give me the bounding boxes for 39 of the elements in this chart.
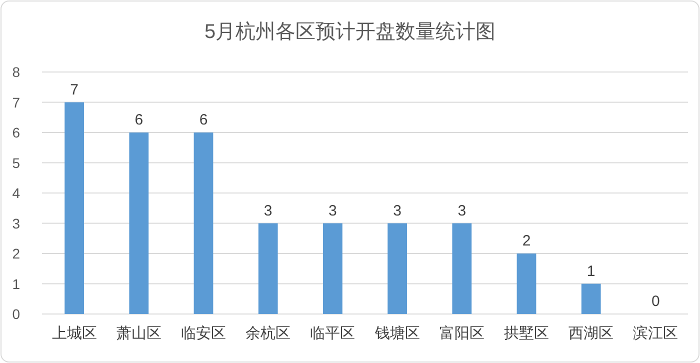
x-tick-label: 临安区 [181, 325, 226, 342]
chart-title: 5月杭州各区预计开盘数量统计图 [204, 21, 496, 43]
data-label: 3 [328, 202, 337, 220]
y-tick-label: 5 [12, 154, 20, 171]
y-tick-label: 4 [12, 185, 20, 201]
data-label: 7 [70, 81, 78, 98]
bar [64, 102, 84, 314]
bar [388, 223, 407, 314]
y-tick-label: 0 [12, 306, 20, 322]
bar [129, 132, 149, 314]
x-tick-label: 临平区 [310, 325, 356, 342]
y-tick-label: 1 [12, 276, 20, 292]
bar [581, 284, 601, 314]
data-label: 1 [586, 262, 596, 280]
x-tick-label: 滨江区 [633, 325, 678, 342]
bar [323, 223, 342, 314]
x-tick-label: 富阳区 [439, 325, 484, 342]
x-tick-label: 西湖区 [568, 325, 614, 342]
y-tick-label: 8 [12, 64, 20, 80]
bar [258, 223, 278, 314]
x-tick-label: 拱墅区 [504, 325, 549, 342]
bar [516, 254, 536, 314]
y-tick-label: 6 [12, 124, 20, 140]
y-tick-label: 2 [12, 246, 20, 262]
data-label: 0 [652, 293, 660, 310]
data-label: 6 [199, 112, 208, 128]
y-tick-label: 3 [12, 215, 20, 232]
x-tick-label: 钱塘区 [374, 325, 420, 342]
data-label: 3 [393, 202, 402, 220]
x-tick-label: 萧山区 [116, 325, 162, 342]
data-label: 3 [264, 202, 272, 220]
bar [194, 132, 214, 314]
y-tick-label: 7 [12, 94, 20, 110]
data-label: 3 [458, 202, 466, 220]
x-tick-label: 余杭区 [246, 325, 291, 342]
x-tick-label: 上城区 [52, 325, 97, 342]
data-label: 2 [522, 232, 531, 250]
data-label: 6 [134, 112, 144, 128]
bar [452, 223, 472, 314]
